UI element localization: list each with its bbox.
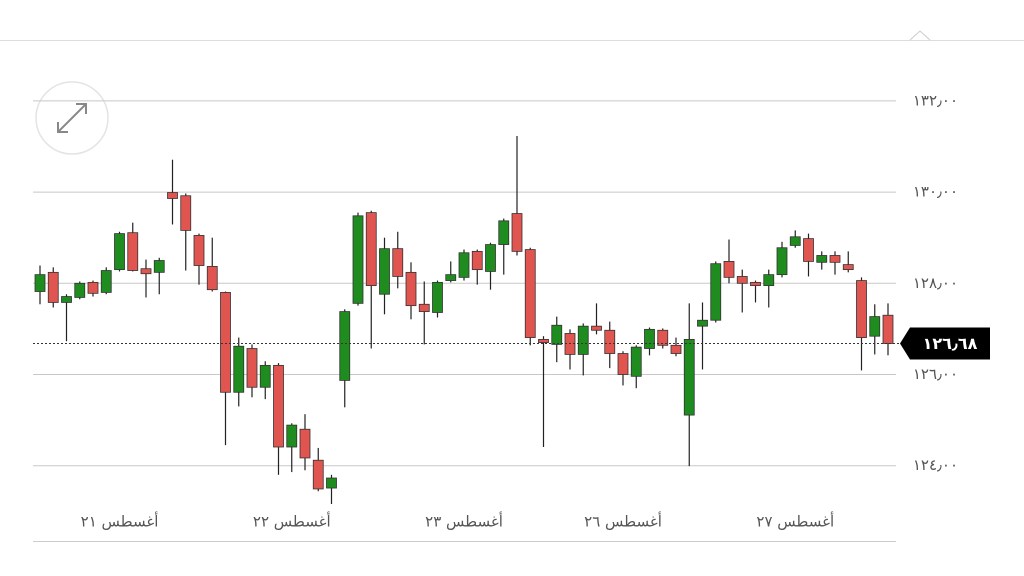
candle-body	[74, 282, 86, 298]
candle-body	[577, 325, 589, 355]
candle-body	[723, 261, 735, 278]
candle-body	[604, 329, 616, 354]
candle-body	[100, 270, 112, 293]
candle-body	[286, 424, 298, 448]
x-tick-label: أغسطس ٢٣	[425, 512, 503, 531]
candle-body	[246, 348, 258, 388]
x-tick-label: أغسطس ٢٢	[253, 512, 331, 531]
candle-body	[842, 264, 854, 271]
candle-body	[538, 338, 549, 343]
candle-body	[816, 255, 828, 263]
y-tick-label: ١٣٠٫٠٠	[913, 183, 958, 201]
last-price-badge	[900, 327, 990, 360]
candle-body	[471, 250, 483, 271]
candle-body	[551, 324, 563, 345]
candle-body	[803, 238, 814, 262]
candle-body	[379, 248, 390, 295]
candle-body	[750, 281, 761, 286]
candle-body	[418, 303, 430, 312]
candle-body	[485, 244, 496, 272]
candle-body	[167, 192, 178, 199]
candle-body	[127, 232, 139, 271]
candle-body	[432, 281, 443, 313]
y-tick-label: ١٢٦٫٠٠	[913, 365, 958, 383]
candle-body	[657, 329, 669, 346]
candle-body	[670, 344, 682, 354]
expand-button[interactable]	[35, 81, 109, 155]
y-tick-label: ١٢٨٫٠٠	[913, 274, 958, 292]
y-tick-label: ١٢٤٫٠٠	[913, 456, 958, 474]
candle-body	[856, 280, 867, 338]
candle-body	[365, 212, 377, 286]
candle-body	[193, 235, 205, 266]
candle-body	[47, 271, 59, 303]
candle-body	[352, 215, 364, 304]
last-price-label: ١٢٦٫٦٨	[923, 334, 978, 353]
candle-body	[630, 346, 642, 377]
expand-icon[interactable]	[57, 103, 87, 133]
candle-body	[617, 353, 629, 375]
x-tick-label: أغسطس ٢٦	[584, 512, 662, 531]
candle-body	[206, 266, 218, 291]
candle-body	[233, 345, 245, 393]
candle-body	[524, 249, 536, 338]
candle-body	[180, 195, 192, 231]
candle-body	[61, 296, 72, 303]
candle-body	[697, 319, 708, 327]
candle-body	[445, 274, 457, 281]
candle-body	[882, 314, 894, 344]
candle-body	[326, 477, 337, 489]
x-tick-label: أغسطس ٢١	[81, 512, 159, 531]
candle-body	[710, 263, 722, 321]
candle-body	[87, 281, 99, 294]
x-tick-label: أغسطس ٢٧	[756, 512, 834, 531]
candle-body	[259, 364, 271, 388]
candle-body	[644, 328, 655, 349]
candle-body	[776, 247, 788, 276]
y-tick-label: ١٣٢٫٠٠	[913, 91, 958, 109]
candle-body	[511, 213, 523, 252]
candle-body	[405, 271, 417, 307]
candle-body	[591, 325, 602, 331]
candle-body	[829, 255, 841, 263]
candle-body	[312, 459, 324, 490]
candle-body	[273, 364, 284, 448]
candle-body	[34, 274, 46, 292]
candle-body	[339, 311, 351, 381]
candle-body	[789, 236, 801, 246]
candle-body	[299, 428, 311, 459]
collapse-caret[interactable]	[909, 30, 931, 41]
candle-body	[220, 292, 231, 393]
candle-body	[736, 276, 748, 284]
candle-body	[763, 274, 775, 286]
candle-body	[458, 252, 470, 278]
candle-body	[140, 268, 152, 275]
candle-body	[392, 248, 404, 277]
candle-body	[153, 260, 165, 273]
candle-body	[683, 338, 695, 416]
candle-body	[114, 233, 125, 271]
candle-body	[498, 220, 510, 245]
candle-body	[869, 316, 881, 337]
